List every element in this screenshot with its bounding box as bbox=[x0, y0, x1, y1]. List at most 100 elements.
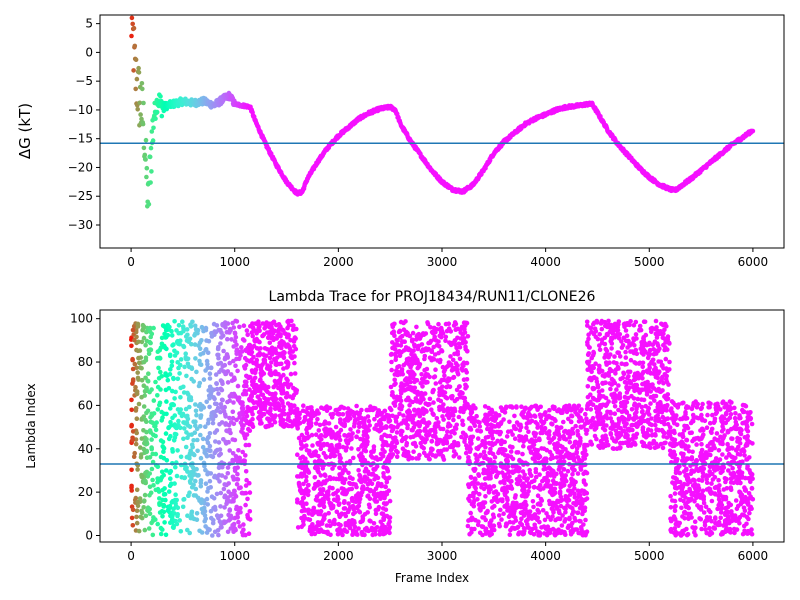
delta-g-x-ticks: 0 1000 2000 3000 4000 5000 6000 bbox=[127, 248, 768, 269]
lambda-point bbox=[168, 367, 173, 372]
lambda-point bbox=[159, 474, 165, 480]
lambda-point bbox=[319, 521, 325, 526]
lambda-point bbox=[188, 470, 194, 475]
lambda-point bbox=[232, 526, 237, 532]
lambda-point bbox=[421, 348, 427, 354]
lambda-point bbox=[433, 381, 439, 386]
lambda-point bbox=[344, 416, 350, 421]
lambda-point bbox=[193, 402, 198, 407]
lambda-point bbox=[431, 325, 437, 331]
lambda-point bbox=[129, 483, 134, 489]
lambda-point bbox=[219, 330, 224, 336]
lambda-point bbox=[458, 330, 464, 335]
lambda-point bbox=[325, 496, 331, 502]
lambda-point bbox=[258, 388, 263, 394]
lambda-point bbox=[225, 471, 231, 476]
lambda-point bbox=[515, 450, 521, 455]
y-tick-label: −5 bbox=[75, 74, 93, 88]
lambda-point bbox=[255, 352, 261, 358]
lambda-point bbox=[209, 515, 214, 521]
lambda-point bbox=[491, 484, 497, 489]
lambda-point bbox=[159, 418, 164, 423]
lambda-point bbox=[207, 478, 213, 484]
lambda-point bbox=[198, 424, 203, 429]
lambda-point bbox=[223, 422, 228, 427]
lambda-point bbox=[134, 365, 139, 371]
lambda-point bbox=[382, 416, 387, 422]
lambda-point bbox=[342, 433, 347, 438]
lambda-point bbox=[380, 447, 385, 452]
lambda-point bbox=[223, 325, 228, 330]
lambda-point bbox=[328, 427, 333, 433]
lambda-point bbox=[296, 482, 302, 487]
lambda-point bbox=[148, 340, 153, 346]
lambda-point bbox=[246, 531, 252, 536]
lambda-point bbox=[463, 382, 468, 388]
lambda-point bbox=[495, 499, 500, 505]
lambda-point bbox=[301, 518, 306, 524]
lambda-point bbox=[314, 498, 320, 503]
lambda-point bbox=[305, 492, 311, 498]
lambda-point bbox=[472, 526, 477, 532]
lambda-point bbox=[269, 360, 274, 365]
lambda-point bbox=[190, 319, 195, 325]
lambda-point bbox=[251, 400, 257, 406]
lambda-point bbox=[460, 422, 466, 428]
lambda-point bbox=[178, 395, 183, 400]
lambda-point bbox=[215, 346, 221, 352]
lambda-point bbox=[334, 509, 340, 515]
lambda-point bbox=[394, 414, 400, 420]
lambda-point bbox=[282, 411, 288, 417]
lambda-point bbox=[172, 431, 178, 437]
lambda-point bbox=[191, 379, 196, 384]
lambda-point bbox=[238, 485, 243, 490]
lambda-point bbox=[345, 406, 351, 411]
lambda-point bbox=[272, 371, 278, 376]
lambda-point bbox=[181, 496, 187, 502]
lambda-point bbox=[136, 360, 142, 366]
lambda-point bbox=[374, 499, 380, 504]
y-tick-label: −25 bbox=[68, 189, 93, 203]
lambda-point bbox=[209, 334, 215, 339]
lambda-point bbox=[382, 432, 387, 438]
lambda-point bbox=[182, 475, 188, 480]
lambda-point bbox=[203, 516, 208, 522]
lambda-point bbox=[261, 357, 267, 363]
lambda-point bbox=[404, 443, 409, 448]
lambda-point bbox=[473, 452, 478, 458]
lambda-point bbox=[321, 479, 327, 485]
lambda-point bbox=[448, 362, 454, 368]
x-tick-label: 3000 bbox=[427, 255, 458, 269]
lambda-point bbox=[453, 327, 459, 333]
lambda-point bbox=[548, 456, 554, 462]
lambda-point bbox=[419, 395, 424, 401]
lambda-point bbox=[421, 417, 426, 422]
lambda-point bbox=[199, 324, 205, 330]
lambda-point bbox=[191, 493, 197, 498]
lambda-point bbox=[366, 428, 372, 433]
lambda-point bbox=[277, 340, 283, 346]
lambda-point bbox=[326, 489, 331, 494]
lambda-point bbox=[299, 499, 305, 504]
lambda-point bbox=[222, 362, 228, 368]
lambda-point bbox=[139, 436, 145, 441]
lambda-point bbox=[463, 434, 469, 439]
lambda-point bbox=[238, 509, 243, 515]
lambda-point bbox=[410, 330, 416, 336]
lambda-point bbox=[313, 432, 319, 438]
lambda-point bbox=[207, 376, 213, 381]
lambda-point bbox=[185, 413, 190, 419]
lambda-point bbox=[551, 405, 556, 411]
lambda-point bbox=[254, 346, 260, 351]
lambda-point bbox=[129, 422, 134, 428]
lambda-point bbox=[173, 492, 178, 498]
lambda-point bbox=[447, 340, 452, 345]
lambda-point bbox=[437, 405, 442, 410]
lambda-point bbox=[177, 518, 182, 523]
lambda-point bbox=[309, 531, 315, 537]
lambda-point bbox=[295, 426, 301, 431]
delta-g-point bbox=[136, 70, 142, 75]
lambda-point bbox=[330, 466, 335, 471]
lambda-point bbox=[344, 488, 349, 494]
lambda-point bbox=[315, 416, 320, 422]
